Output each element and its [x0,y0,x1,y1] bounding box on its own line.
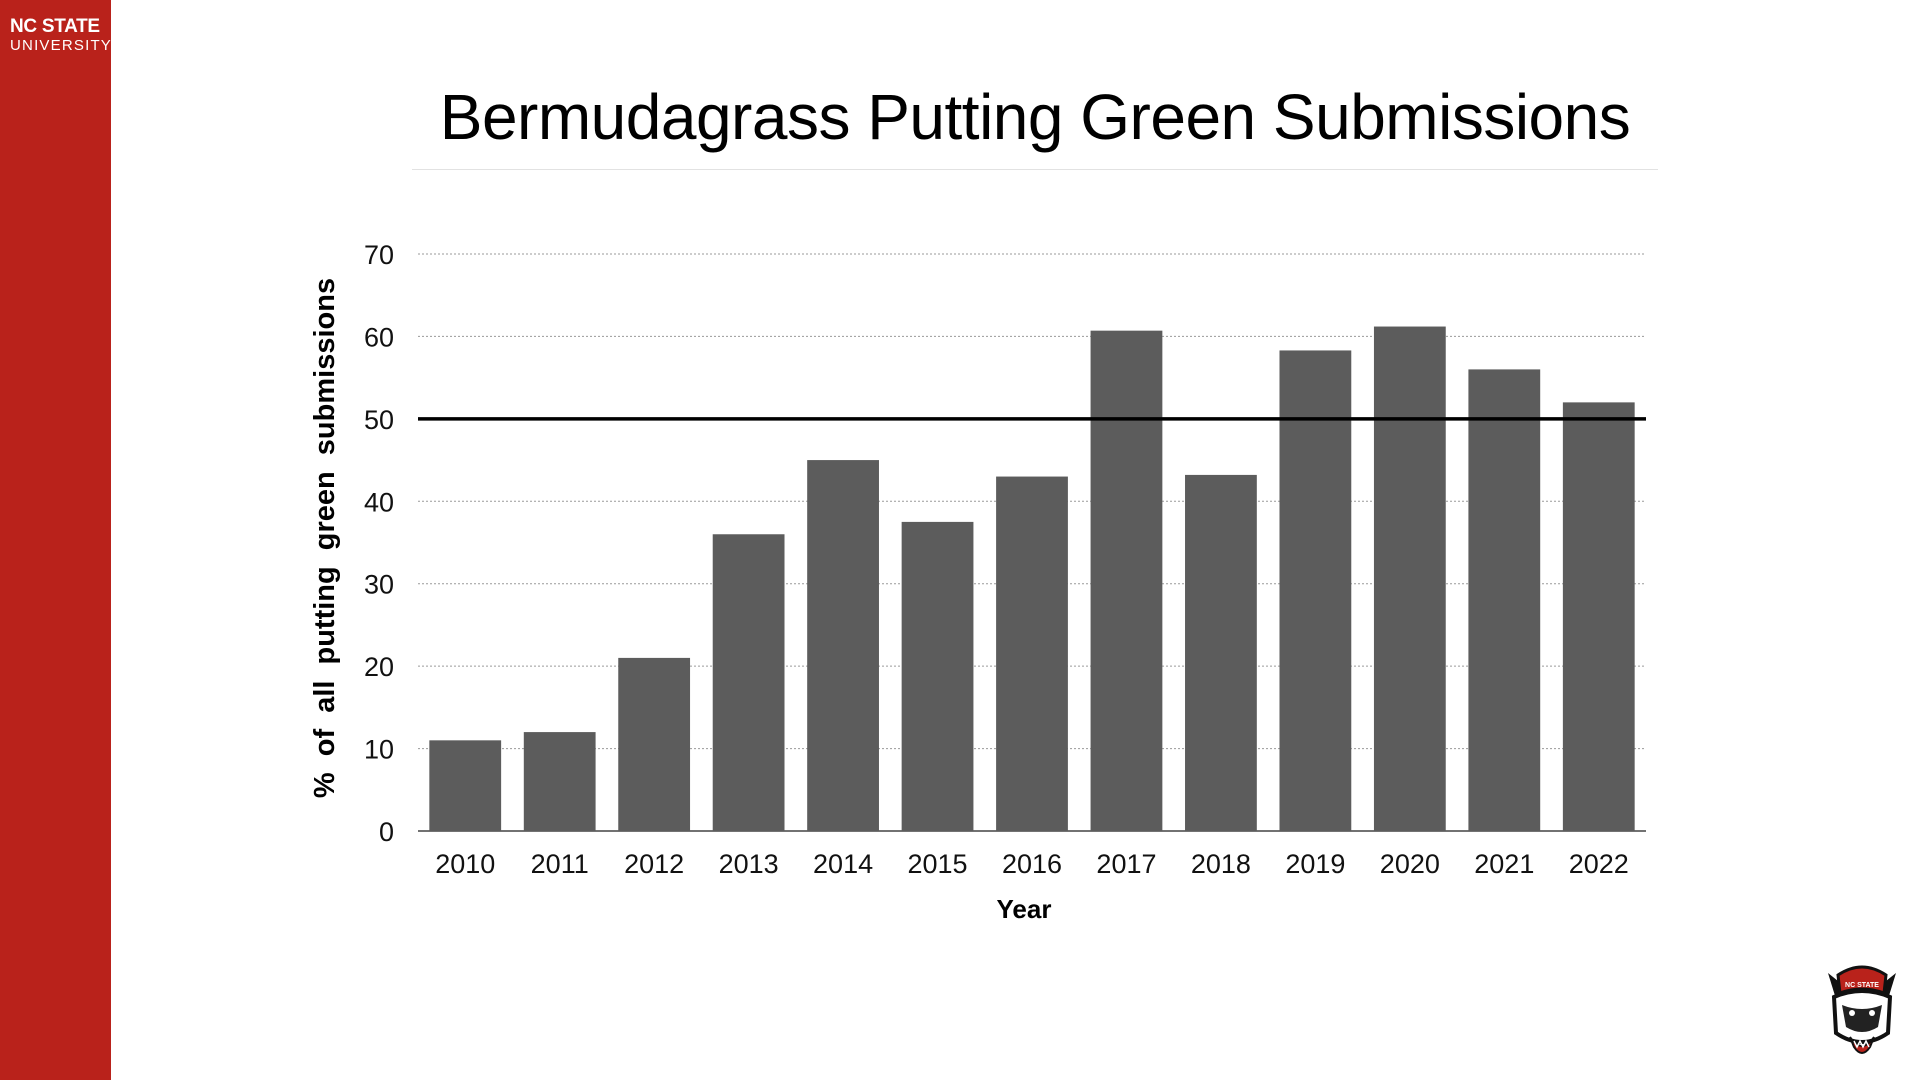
x-tick-label: 2015 [907,849,967,879]
bar [618,657,691,831]
x-tick-label: 2019 [1285,849,1345,879]
bar [1279,350,1352,831]
bar [523,732,596,831]
y-tick-label: 60 [364,322,394,352]
logo-line-2: UNIVERSITY [10,37,113,54]
x-tick-labels: 2010 2011 2012 2013 2014 2015 2016 2017 2018 2019… [435,849,1629,879]
x-tick-label: 2016 [1002,849,1062,879]
bar [1562,402,1635,831]
x-tick-label: 2017 [1096,849,1156,879]
bar [1373,326,1446,831]
y-tick-label: 10 [364,735,394,765]
x-tick-label: 2013 [719,849,779,879]
x-tick-label: 2018 [1191,849,1251,879]
y-tick-labels: 0 10 20 30 40 50 60 70 [364,240,394,847]
y-tick-label: 30 [364,570,394,600]
y-tick-label: 20 [364,652,394,682]
bar [1090,330,1163,831]
x-axis-label: Year [997,894,1052,924]
bar [807,460,879,831]
wolf-mascot-icon: NC STATE [1828,965,1896,1054]
bar [996,476,1068,831]
x-tick-label: 2011 [531,849,589,879]
x-tick-label: 2014 [813,849,873,879]
bar [712,534,785,831]
y-tick-label: 50 [364,405,394,435]
x-tick-label: 2021 [1474,849,1534,879]
x-tick-label: 2020 [1380,849,1440,879]
y-tick-label: 40 [364,487,394,517]
mascot-hat-text: NC STATE [1845,982,1879,989]
bars [429,326,1635,831]
title-divider [412,169,1658,170]
x-tick-label: 2010 [435,849,495,879]
y-tick-label: 0 [379,817,394,847]
y-tick-label: 70 [364,240,394,270]
chart-title: Bermudagrass Putting Green Submissions [439,81,1631,153]
bar [901,521,974,831]
bar [429,740,502,831]
y-axis-label: % of all putting green submissions [309,278,341,798]
x-tick-label: 2012 [624,849,684,879]
nc-state-logo: NC STATE UNIVERSITY [10,17,112,53]
logo-line-1: NC STATE [10,16,100,37]
bar [1468,369,1541,831]
bar [1185,474,1257,831]
sidebar-band: NC STATE UNIVERSITY [0,0,111,1080]
x-tick-label: 2022 [1569,849,1629,879]
